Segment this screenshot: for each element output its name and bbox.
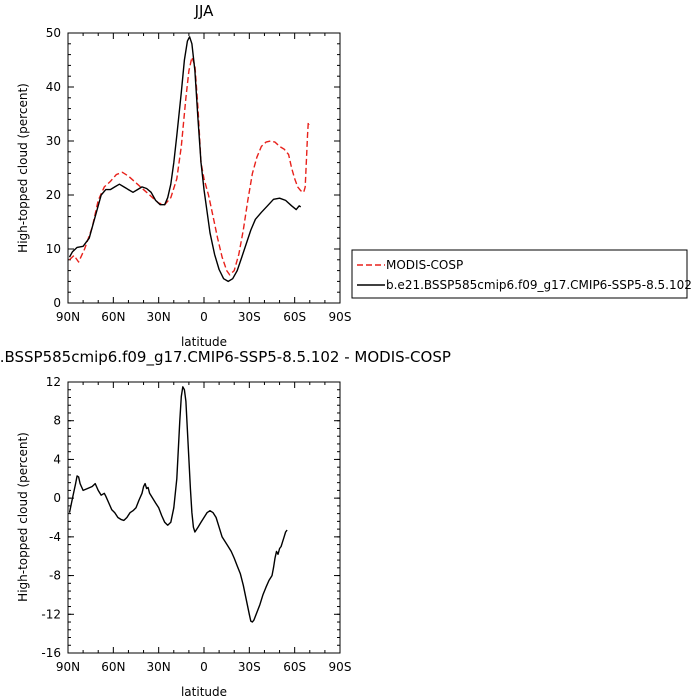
top-x-tick-label: 0 — [200, 310, 208, 324]
top-x-tick-label: 30S — [238, 310, 261, 324]
top-x-axis-label: latitude — [181, 335, 227, 349]
top-y-tick-label: 40 — [46, 80, 61, 94]
difference-line — [68, 386, 288, 623]
bottom-x-tick-label: 30S — [238, 660, 261, 674]
bottom-x-axis-label: latitude — [181, 685, 227, 699]
top-y-tick-label: 10 — [46, 242, 61, 256]
bottom-y-tick-label: -12 — [41, 607, 61, 621]
bottom-y-tick-label: -16 — [41, 646, 61, 660]
legend: MODIS-COSP b.e21.BSSP585cmip6.f09_g17.CM… — [351, 249, 692, 299]
bottom-y-tick-label: 8 — [53, 414, 61, 428]
top-y-tick-label: 30 — [46, 134, 61, 148]
top-chart-title: JJA — [194, 2, 215, 20]
top-y-axis-label: High-topped cloud (percent) — [16, 83, 30, 253]
top-x-tick-label: 90S — [329, 310, 352, 324]
top-y-tick-label: 50 — [46, 26, 61, 40]
bottom-x-tick-label: 60N — [101, 660, 125, 674]
bottom-x-tick-label: 60S — [283, 660, 306, 674]
top-y-tick-label: 0 — [53, 296, 61, 310]
bottom-x-tick-label: 0 — [200, 660, 208, 674]
bottom-y-axis-label: High-topped cloud (percent) — [16, 432, 30, 602]
legend-box — [351, 249, 688, 299]
bottom-y-tick-label: 12 — [46, 375, 61, 389]
top-y-tick-label: 20 — [46, 188, 61, 202]
bottom-y-tick-label: -4 — [49, 530, 61, 544]
top-x-tick-label: 60S — [283, 310, 306, 324]
legend-label-modis: MODIS-COSP — [386, 258, 463, 272]
modis-cosp-line — [69, 56, 310, 276]
bottom-panel: b.e21.BSSP585cmip6.f09_g17.CMIP6-SSP5-8.… — [0, 348, 451, 699]
bottom-x-tick-label: 30N — [147, 660, 171, 674]
bottom-x-tick-label: 90N — [56, 660, 80, 674]
top-x-tick-label: 90N — [56, 310, 80, 324]
top-panel: JJA 90N 60N 30N 0 30S 60S 90S 0 10 20 30 40 50 lati… — [16, 2, 351, 349]
legend-label-model: b.e21.BSSP585cmip6.f09_g17.CMIP6-SSP5-8.… — [386, 278, 692, 292]
model-run-line — [68, 36, 302, 283]
bottom-y-tick-label: 0 — [53, 491, 61, 505]
bottom-y-tick-label: 4 — [53, 452, 61, 466]
top-x-tick-label: 60N — [101, 310, 125, 324]
bottom-y-tick-label: -8 — [49, 569, 61, 583]
bottom-x-tick-label: 90S — [329, 660, 352, 674]
top-x-tick-label: 30N — [147, 310, 171, 324]
bottom-chart-title: b.e21.BSSP585cmip6.f09_g17.CMIP6-SSP5-8.… — [0, 348, 451, 367]
top-plot-frame — [67, 32, 341, 304]
